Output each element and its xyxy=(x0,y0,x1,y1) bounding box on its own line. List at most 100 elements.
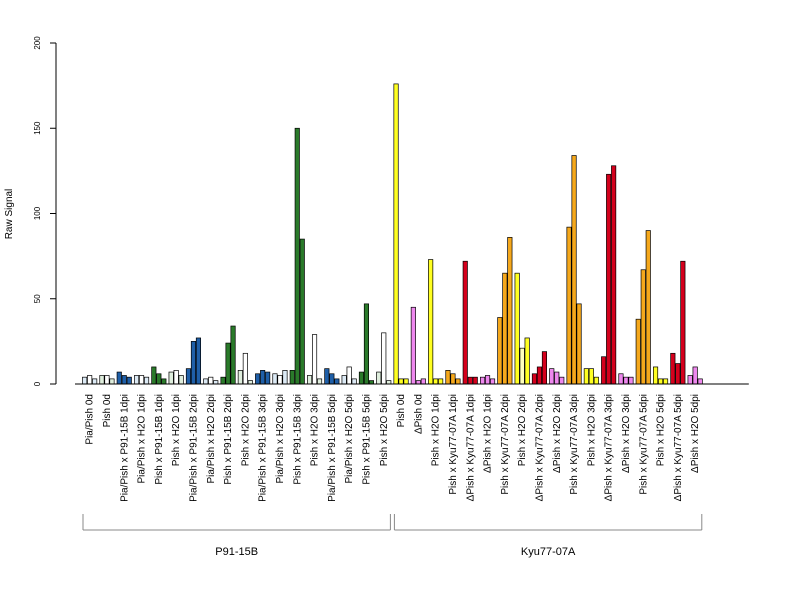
bar xyxy=(687,375,693,385)
bar xyxy=(450,373,456,385)
category-label: Pish x P91-15B 1dpi xyxy=(154,394,165,485)
bar xyxy=(536,366,543,385)
bar xyxy=(178,375,184,385)
bar xyxy=(657,378,664,385)
bar xyxy=(156,373,162,385)
bar xyxy=(334,378,340,385)
bar xyxy=(381,332,387,385)
bar xyxy=(368,380,375,385)
bar xyxy=(566,226,572,385)
group-label: Kyu77-07A xyxy=(521,546,576,558)
bar xyxy=(299,238,305,385)
bar xyxy=(445,370,451,385)
category-label: Pish x H2O 5dpi xyxy=(379,394,390,466)
bar xyxy=(329,373,335,385)
y-axis: 0 50 100 150 200 xyxy=(33,36,57,386)
bar xyxy=(680,260,686,385)
bar xyxy=(697,378,703,385)
bar xyxy=(393,83,399,385)
bar xyxy=(190,341,197,385)
category-label: Pish x P91-15B 3dpi xyxy=(292,394,303,485)
bar xyxy=(225,342,231,385)
group-brackets: P91-15B Kyu77-07A xyxy=(82,514,703,558)
category-label: ΔPish x H2O 2dpi xyxy=(552,394,563,473)
bar xyxy=(195,337,202,385)
bar xyxy=(433,378,439,385)
bar xyxy=(593,376,599,385)
bar xyxy=(606,173,612,385)
bar xyxy=(242,352,248,385)
category-label: ΔPish 0d xyxy=(413,394,424,434)
bar xyxy=(420,378,426,385)
bar xyxy=(403,378,409,385)
bar xyxy=(161,378,167,385)
bar xyxy=(237,370,243,385)
category-label: ΔPish x Kyu77-07A 1dpi xyxy=(465,394,476,501)
bar xyxy=(623,376,629,385)
category-label: ΔPish x Kyu77-07A 5dpi xyxy=(673,394,684,501)
bar xyxy=(255,373,261,385)
bar xyxy=(282,370,288,385)
bar xyxy=(260,370,266,385)
bar xyxy=(376,371,382,385)
bar xyxy=(524,337,530,385)
category-label: Pish x Kyu77-07A 2dpi xyxy=(500,394,511,495)
category-label: Pia/Pish x H2O 1dpi xyxy=(137,394,148,484)
category-label: Pish x H2O 3dpi xyxy=(310,394,321,466)
bar xyxy=(438,378,444,385)
bar xyxy=(104,375,110,385)
bar xyxy=(428,259,434,385)
bar xyxy=(675,363,681,385)
bar xyxy=(317,378,323,385)
category-label: Pish 0d xyxy=(396,394,407,427)
category-label: Pish x H2O 2dpi xyxy=(517,394,528,466)
category-label: Pish x P91-15B 5dpi xyxy=(361,394,372,485)
bar xyxy=(519,347,525,385)
bar xyxy=(277,375,283,385)
bar xyxy=(559,376,565,385)
bar xyxy=(213,380,219,385)
bar xyxy=(168,371,174,385)
bar xyxy=(324,368,330,385)
bar xyxy=(203,378,209,385)
bar xyxy=(662,378,669,385)
category-label: Pish 0d xyxy=(102,394,113,427)
category-label: Pish x H2O 1dpi xyxy=(171,394,182,466)
bar xyxy=(134,375,140,385)
bar xyxy=(341,375,347,385)
bar xyxy=(692,366,698,385)
category-label: Pia/Pish x P91-15B 1dpi xyxy=(119,394,130,502)
bar xyxy=(455,378,461,385)
bar xyxy=(307,375,313,385)
bar xyxy=(640,269,646,385)
bar xyxy=(312,334,318,385)
bar xyxy=(358,371,365,385)
bar xyxy=(514,272,520,385)
category-label: Pish x H2O 2dpi xyxy=(240,394,251,466)
bar xyxy=(628,376,634,385)
bar xyxy=(490,378,496,385)
y-tick-label: 200 xyxy=(33,36,42,50)
bar xyxy=(583,368,589,385)
bar xyxy=(410,306,416,385)
category-label: Pish x H2O 3dpi xyxy=(586,394,597,466)
bar xyxy=(485,375,491,385)
category-labels: Pia/Pish 0d Pish 0d Pia/Pish x P91-15B 1dp… xyxy=(85,394,701,502)
bar xyxy=(208,376,214,385)
category-label: Pia/Pish x P91-15B 2dpi xyxy=(189,394,200,502)
category-label: ΔPish x H2O 1dpi xyxy=(483,394,494,473)
bar xyxy=(467,376,473,385)
y-tick-label: 50 xyxy=(33,294,42,303)
bar xyxy=(571,155,577,385)
bar xyxy=(618,373,624,385)
y-tick-label: 150 xyxy=(33,121,42,135)
category-label: Pish x H2O 5dpi xyxy=(656,394,667,466)
bar xyxy=(289,370,295,385)
bar xyxy=(109,378,115,385)
bar xyxy=(415,380,421,385)
bar xyxy=(472,376,478,385)
bar xyxy=(185,368,192,385)
y-tick-label: 100 xyxy=(33,206,42,220)
bar xyxy=(502,272,508,385)
category-label: Pish x Kyu77-07A 1dpi xyxy=(448,394,459,495)
